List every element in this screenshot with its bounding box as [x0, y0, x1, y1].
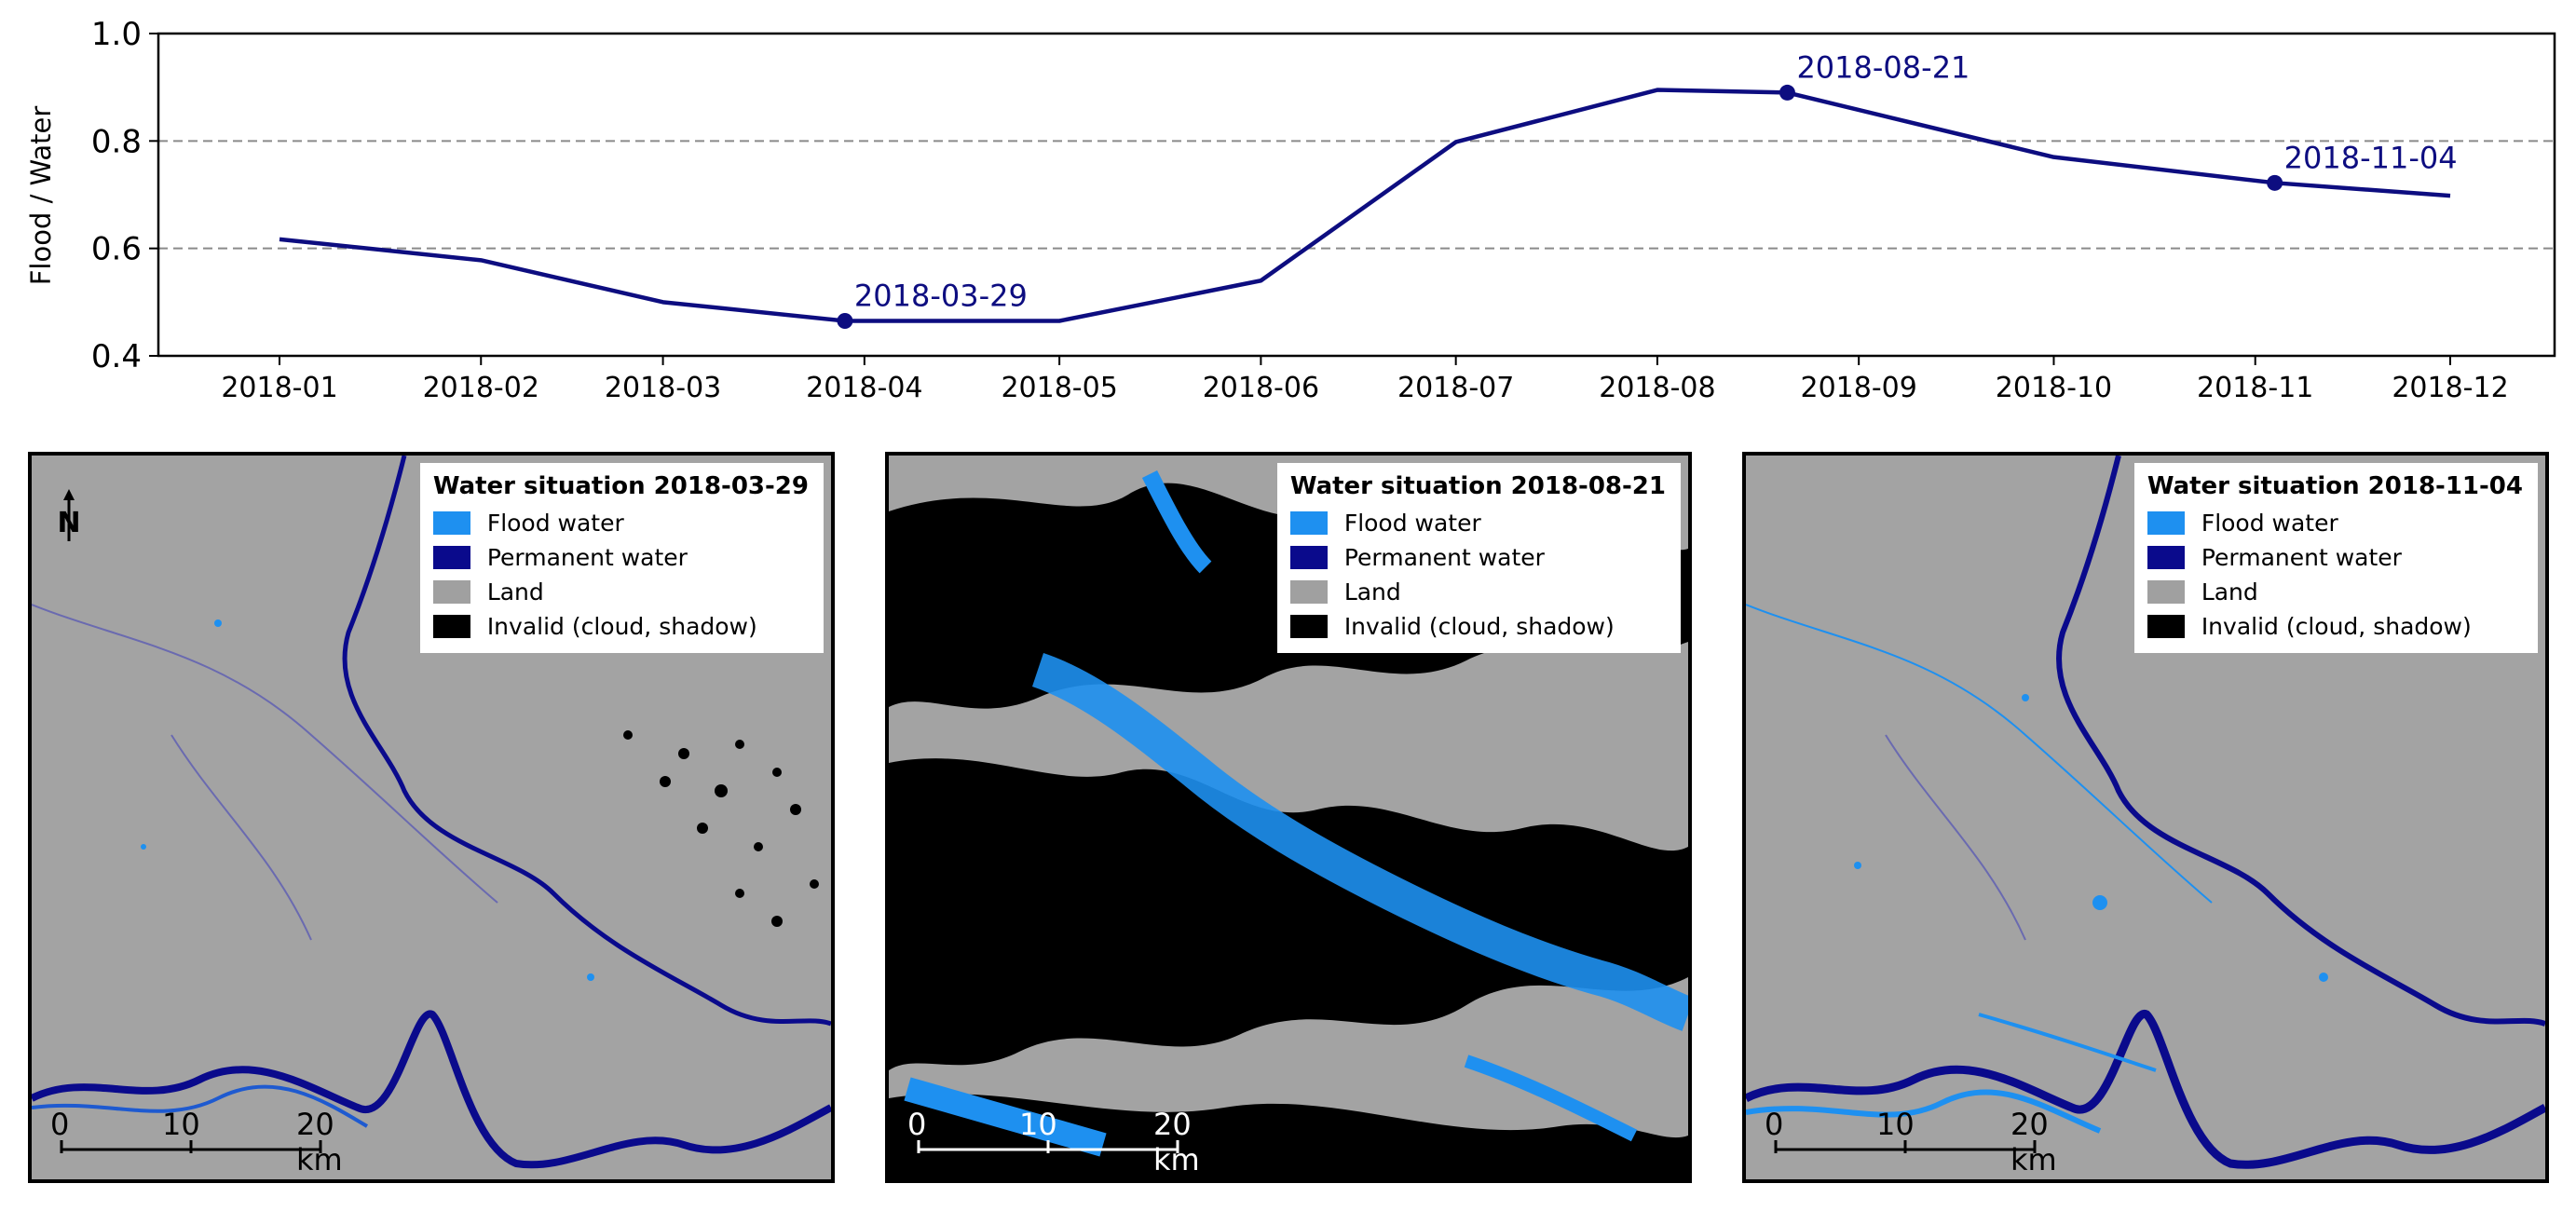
- highlight-point-0: [837, 313, 853, 330]
- legend-label: Land: [486, 578, 544, 606]
- x-tick-label: 2018-01: [221, 372, 337, 404]
- legend-item-land: Land: [2147, 575, 2523, 609]
- scale-label-0: 0: [907, 1107, 927, 1142]
- map-panel-2018-11-04: Water situation 2018-11-04 Flood water P…: [1742, 452, 2549, 1183]
- legend-label: Permanent water: [2201, 544, 2402, 571]
- x-tick-label: 2018-12: [2392, 372, 2508, 404]
- x-tick-label: 2018-10: [1996, 372, 2112, 404]
- map-legend: Water situation 2018-11-04 Flood water P…: [2133, 463, 2538, 653]
- legend-label: Invalid (cloud, shadow): [486, 613, 757, 640]
- highlight-point-2: [2267, 174, 2283, 191]
- flood-water-swatch: [1289, 511, 1328, 535]
- legend-label: Flood water: [1343, 510, 1481, 537]
- scale-label-0: 0: [50, 1107, 70, 1142]
- scale-label-0: 0: [1765, 1107, 1784, 1142]
- highlight-point-1: [1779, 84, 1795, 101]
- legend-item-permanent-water: Permanent water: [1289, 540, 1666, 575]
- water-map-image: [889, 456, 1688, 1179]
- map-panel-2018-03-29: N Water situation 2018-03-29 Flood water…: [28, 452, 835, 1183]
- highlight-label-2: 2018-11-04: [2284, 140, 2458, 175]
- permanent-water-swatch: [2147, 546, 2185, 569]
- map-legend: Water situation 2018-08-21 Flood water P…: [1276, 463, 1681, 653]
- y-axis-label: Flood / Water: [25, 106, 57, 286]
- scale-label-10: 10: [1876, 1107, 1915, 1142]
- highlight-label-1: 2018-08-21: [1796, 49, 1969, 85]
- legend-item-permanent-water: Permanent water: [2147, 540, 2523, 575]
- north-arrow-icon: N: [52, 489, 86, 549]
- x-tick-label: 2018-06: [1203, 372, 1319, 404]
- legend-title: Water situation 2018-11-04: [2147, 472, 2523, 500]
- scale-label-20: 20 km: [1153, 1107, 1200, 1177]
- land-swatch: [2147, 580, 2185, 604]
- x-tick-label: 2018-04: [806, 372, 922, 404]
- legend-label: Invalid (cloud, shadow): [2201, 613, 2472, 640]
- legend-label: Invalid (cloud, shadow): [1343, 613, 1615, 640]
- legend-title: Water situation 2018-03-29: [432, 472, 809, 500]
- x-tick-label: 2018-07: [1397, 372, 1514, 404]
- map-legend: Water situation 2018-03-29 Flood water P…: [419, 463, 824, 653]
- legend-item-invalid: Invalid (cloud, shadow): [2147, 609, 2523, 644]
- legend-label: Flood water: [486, 510, 624, 537]
- legend-label: Land: [1343, 578, 1401, 606]
- invalid-swatch: [1289, 615, 1328, 638]
- plot-frame: [157, 32, 2556, 358]
- flood-water-swatch: [432, 511, 470, 535]
- flood-water-swatch: [2147, 511, 2185, 535]
- legend-item-permanent-water: Permanent water: [432, 540, 809, 575]
- y-tick-label: 0.6: [91, 231, 142, 268]
- scale-label-10: 10: [162, 1107, 200, 1142]
- legend-item-flood-water: Flood water: [2147, 506, 2523, 540]
- legend-label: Permanent water: [486, 544, 688, 571]
- scale-bar: 0 10 20 km: [907, 1107, 1200, 1177]
- line-layer: 2018-03-29 2018-08-21 2018-11-04: [279, 49, 2458, 330]
- invalid-swatch: [2147, 615, 2185, 638]
- legend-item-land: Land: [432, 575, 809, 609]
- water-ratio-line-chart: 2018-03-29 2018-08-21 2018-11-04 0.4 0.6 0.8…: [25, 16, 2556, 404]
- legend-label: Permanent water: [1343, 544, 1545, 571]
- series-line: [279, 88, 2451, 323]
- legend-item-flood-water: Flood water: [1289, 506, 1666, 540]
- x-tick-label: 2018-02: [423, 372, 539, 404]
- map-panel-2018-08-21: Water situation 2018-08-21 Flood water P…: [885, 452, 1692, 1183]
- grid-layer: [158, 140, 2555, 250]
- y-tick-label: 0.4: [91, 338, 142, 375]
- legend-label: Land: [2201, 578, 2258, 606]
- permanent-water-swatch: [1289, 546, 1328, 569]
- x-tick-label: 2018-09: [1801, 372, 1917, 404]
- legend-item-land: Land: [1289, 575, 1666, 609]
- x-tick-label: 2018-11: [2197, 372, 2313, 404]
- scale-bar: 0 10 20 km: [50, 1107, 343, 1177]
- axis-layer: 0.4 0.6 0.8 1.0 2018-01 2018-02 2018-03 2018-04…: [91, 16, 2556, 404]
- x-tick-label: 2018-08: [1599, 372, 1715, 404]
- land-swatch: [1289, 580, 1328, 604]
- north-label: N: [57, 507, 80, 539]
- permanent-water-swatch: [432, 546, 470, 569]
- legend-item-invalid: Invalid (cloud, shadow): [1289, 609, 1666, 644]
- legend-title: Water situation 2018-08-21: [1289, 472, 1666, 500]
- land-swatch: [432, 580, 470, 604]
- x-tick-label: 2018-03: [605, 372, 721, 404]
- y-tick-label: 1.0: [91, 16, 142, 53]
- legend-item-flood-water: Flood water: [432, 506, 809, 540]
- scale-bar: 0 10 20 km: [1765, 1107, 2057, 1177]
- x-tick-label: 2018-05: [1001, 372, 1117, 404]
- scale-label-10: 10: [1019, 1107, 1057, 1142]
- legend-label: Flood water: [2201, 510, 2338, 537]
- legend-item-invalid: Invalid (cloud, shadow): [432, 609, 809, 644]
- invalid-swatch: [432, 615, 470, 638]
- y-tick-label: 0.8: [91, 123, 142, 160]
- highlight-label-0: 2018-03-29: [854, 279, 1028, 314]
